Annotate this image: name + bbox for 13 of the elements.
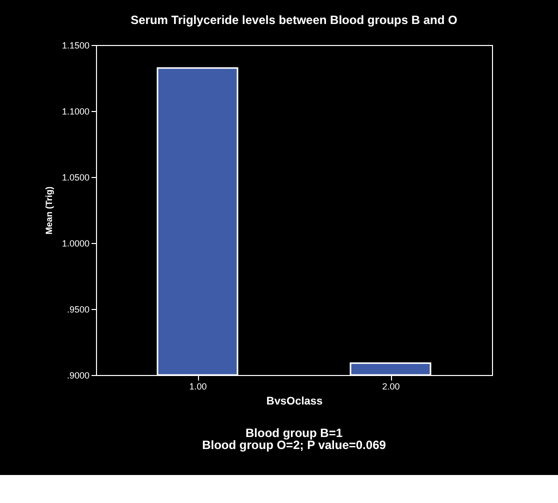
y-tick-label: .9500 <box>66 304 90 314</box>
x-axis-title: BvsOclass <box>266 396 323 408</box>
y-tick-label: 1.0000 <box>62 238 90 248</box>
text: Blood group O=2; P value=0.069 <box>202 438 386 452</box>
y-tick-label: 1.0500 <box>62 172 90 182</box>
x-tick-label: 2.00 <box>382 382 400 392</box>
chart-title: Serum Triglyceride levels between Blood groups B and O <box>130 13 458 27</box>
y-tick-label: .9000 <box>66 370 90 380</box>
y-tick-label: 1.1000 <box>62 106 90 116</box>
y-axis-title: Mean (Trig) <box>44 186 54 235</box>
x-tick-label: 1.00 <box>189 382 207 392</box>
text: Blood group B=1 <box>246 426 343 440</box>
y-tick-label: 1.1500 <box>62 40 90 50</box>
